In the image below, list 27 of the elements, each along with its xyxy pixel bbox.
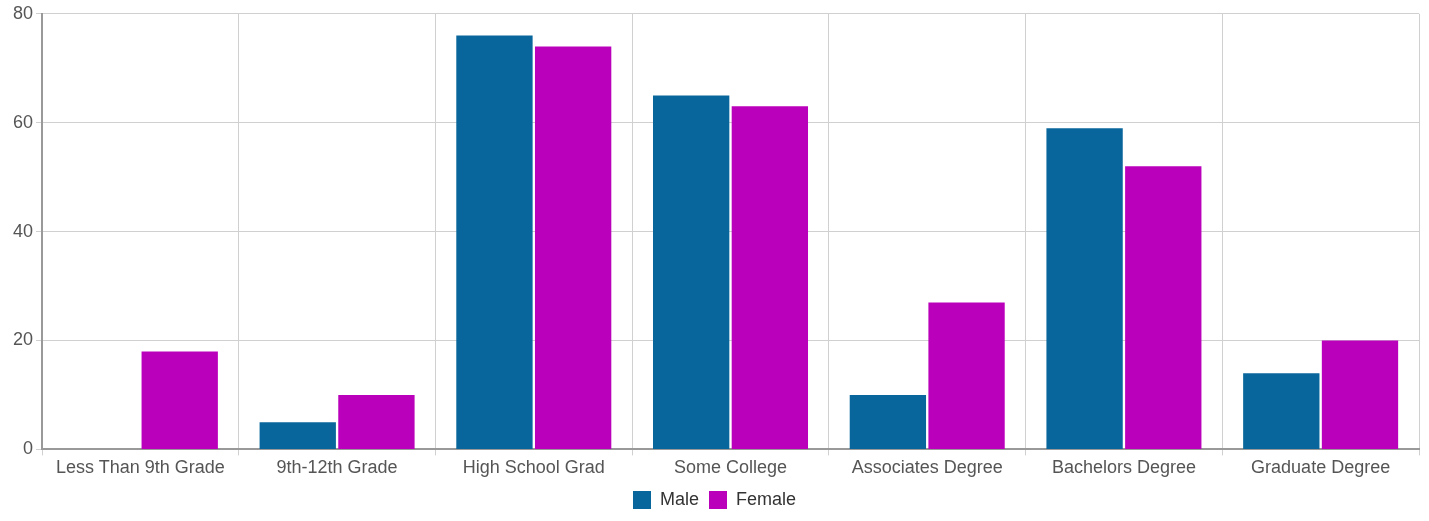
legend-label: Female xyxy=(736,488,797,509)
x-tick-label: Some College xyxy=(673,457,788,478)
x-tick-label: Less Than 9th Grade xyxy=(55,457,225,478)
bar xyxy=(1125,166,1202,449)
y-tick-label: 40 xyxy=(12,220,34,241)
y-tick-label: 80 xyxy=(12,2,34,23)
bar xyxy=(928,302,1005,449)
bar xyxy=(849,394,927,449)
x-tick-label: Associates Degree xyxy=(851,457,1003,478)
y-tick-label: 0 xyxy=(23,438,34,459)
y-tick-label: 60 xyxy=(12,111,34,132)
bar xyxy=(456,35,533,449)
bar xyxy=(653,95,730,449)
x-tick-label: Graduate Degree xyxy=(1251,457,1391,478)
bar xyxy=(534,46,612,449)
x-tick-label: 9th-12th Grade xyxy=(276,457,398,478)
bar xyxy=(731,106,809,449)
x-tick-label: High School Grad xyxy=(462,457,605,478)
bar xyxy=(338,394,415,449)
bar xyxy=(259,422,336,449)
bar xyxy=(141,351,218,449)
legend-label: Male xyxy=(659,488,699,509)
bar xyxy=(1046,128,1123,449)
bar xyxy=(1321,340,1399,449)
bar xyxy=(1243,373,1320,449)
y-tick-label: 20 xyxy=(12,329,34,350)
x-tick-label: Bachelors Degree xyxy=(1051,457,1196,478)
